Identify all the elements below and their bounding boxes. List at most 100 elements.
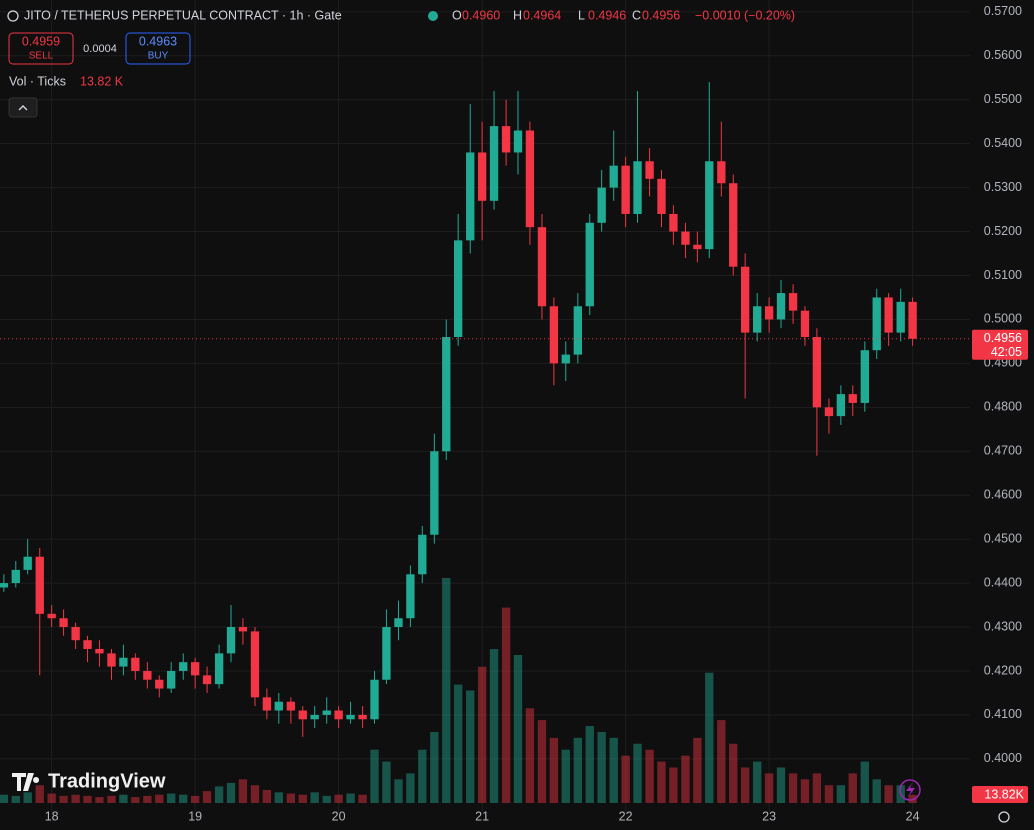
- y-tick-label: 0.4700: [984, 444, 1022, 458]
- logo-icon: [12, 773, 40, 791]
- y-tick-label: 0.4000: [984, 751, 1022, 765]
- candle-body: [717, 161, 726, 184]
- volume-legend-value: 13.82 K: [80, 74, 124, 88]
- ohlc-value: 0.4956: [642, 8, 680, 22]
- x-tick-label: 19: [188, 809, 202, 823]
- candle-body: [729, 183, 738, 267]
- candle-body: [812, 337, 822, 408]
- buy-price[interactable]: 0.4963: [139, 34, 177, 48]
- title: JITO / TETHERUS PERPETUAL CONTRACT · 1h …: [24, 8, 342, 22]
- candle-body: [705, 161, 714, 250]
- buy-label[interactable]: BUY: [148, 51, 169, 62]
- events-icon[interactable]: [906, 783, 915, 797]
- candle-body: [155, 679, 164, 689]
- overlay: JITO / TETHERUS PERPETUAL CONTRACT · 1h …: [7, 4, 1028, 823]
- candle-body: [848, 394, 857, 403]
- candle-body: [83, 640, 92, 649]
- candle-body: [908, 301, 917, 339]
- y-tick-label: 0.5000: [984, 312, 1022, 326]
- spread: 0.0004: [83, 43, 117, 55]
- volume-bar: [47, 793, 56, 803]
- candle-body: [764, 306, 774, 320]
- y-tick-label: 0.5500: [984, 92, 1022, 106]
- candle-body: [214, 653, 224, 685]
- volume-bar: [717, 720, 726, 803]
- buy-button[interactable]: [125, 32, 191, 65]
- candle-body: [513, 130, 523, 153]
- x-tick-label: 23: [762, 809, 776, 823]
- volume-bar: [442, 578, 451, 803]
- x-tick-label: 18: [45, 809, 59, 823]
- volume-bar: [753, 761, 762, 803]
- watermark: TradingView: [48, 770, 166, 792]
- candle-body: [621, 165, 630, 214]
- volume-bar: [705, 672, 714, 803]
- candle-body: [334, 710, 343, 720]
- ohlc-value: 0.4946: [588, 8, 626, 22]
- candle-body: [896, 301, 905, 333]
- y-tick-label: 0.5300: [984, 180, 1022, 194]
- volume-bar: [453, 684, 463, 803]
- candle-body: [274, 701, 283, 711]
- ohlc-label: C: [632, 8, 641, 22]
- volume-bar: [525, 708, 535, 803]
- y-tick-label: 0.4300: [984, 619, 1022, 633]
- candle-body: [669, 213, 678, 232]
- candle-body: [179, 662, 188, 671]
- sell-button[interactable]: [8, 32, 74, 65]
- y-tick-label: 0.5400: [984, 136, 1022, 150]
- volume-bar: [729, 743, 738, 803]
- candle-body: [884, 297, 893, 333]
- candle-body: [394, 618, 403, 628]
- events-button[interactable]: [899, 779, 921, 801]
- volume-bar: [513, 654, 523, 803]
- ohlc-label: O: [452, 8, 462, 22]
- candle-body: [286, 701, 296, 711]
- volume-bar: [740, 767, 750, 803]
- candle-body: [633, 161, 642, 214]
- candle-body: [477, 152, 487, 201]
- sell-label[interactable]: SELL: [29, 51, 54, 62]
- volume-bar: [573, 737, 583, 803]
- candle-body: [585, 222, 594, 307]
- volume-bar: [800, 779, 810, 803]
- collapse-button[interactable]: [8, 97, 38, 118]
- sell-price[interactable]: 0.4959: [22, 34, 60, 48]
- status-dot: [428, 11, 438, 21]
- volume-bar: [645, 749, 654, 803]
- volume-bar: [597, 731, 606, 803]
- volume-bar: [83, 795, 92, 803]
- volume-bar: [167, 793, 176, 803]
- volume-bar: [179, 794, 188, 803]
- ohlc-value: 0.4960: [462, 8, 500, 22]
- volume-bar: [238, 779, 248, 803]
- candle-body: [47, 613, 56, 619]
- candle-body: [143, 670, 152, 680]
- volume-bar: [693, 737, 702, 803]
- candle-body: [776, 293, 786, 320]
- volume-bar: [107, 795, 116, 803]
- candle-body: [95, 648, 104, 654]
- volume-bar: [23, 792, 32, 803]
- candle-body: [406, 574, 415, 619]
- candle-body: [370, 679, 379, 720]
- volume-bar: [872, 779, 881, 803]
- change: −0.0010 (−0.20%): [695, 8, 795, 22]
- candle-body: [501, 126, 511, 153]
- volume-bar: [298, 794, 307, 803]
- volume-bar: [812, 773, 822, 803]
- settings-button[interactable]: [998, 811, 1010, 823]
- candle-body: [836, 394, 846, 417]
- candle-body: [310, 714, 319, 720]
- candle-body: [800, 310, 810, 338]
- volume-bar: [0, 794, 9, 803]
- y-tick-label: 0.5700: [984, 4, 1022, 18]
- candle-body: [549, 306, 559, 364]
- volume-bar: [394, 779, 403, 803]
- volume-bar: [71, 794, 80, 803]
- collapse-icon[interactable]: [18, 105, 28, 111]
- candle-body: [23, 556, 32, 570]
- candle-body: [262, 697, 272, 711]
- candle-body: [537, 227, 547, 307]
